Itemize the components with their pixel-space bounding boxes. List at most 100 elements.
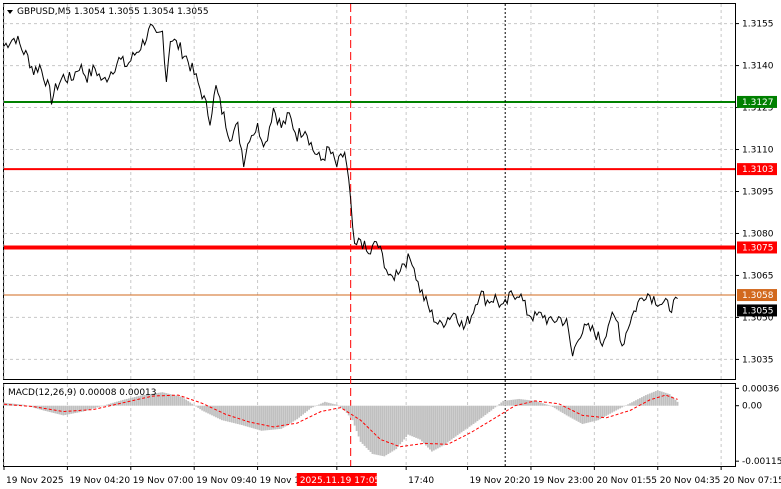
macd-bar bbox=[524, 399, 526, 406]
macd-bar bbox=[155, 393, 158, 406]
macd-bar bbox=[165, 393, 168, 406]
macd-bar bbox=[242, 405, 245, 426]
macd-bar bbox=[199, 405, 202, 410]
macd-bar bbox=[561, 405, 564, 413]
macd-bar bbox=[605, 405, 608, 416]
time-tick-label: 19 Nov 07:00 bbox=[133, 476, 194, 486]
time-tick-label: 19 Nov 2025 bbox=[6, 476, 64, 486]
macd-bar bbox=[666, 393, 669, 406]
macd-bar bbox=[442, 405, 445, 446]
macd-bar bbox=[320, 403, 322, 406]
macd-bar bbox=[510, 399, 513, 406]
macd-bar bbox=[46, 405, 49, 412]
macd-bar bbox=[676, 401, 679, 406]
macd-bar bbox=[240, 405, 243, 425]
macd-bar bbox=[514, 399, 517, 406]
time-tick-label: 19 Nov 20:20 bbox=[470, 476, 531, 486]
macd-bar bbox=[100, 405, 102, 407]
macd-bar bbox=[224, 405, 227, 422]
macd-bar bbox=[246, 405, 249, 427]
macd-bar bbox=[385, 405, 388, 456]
macd-signal-line bbox=[3, 394, 678, 448]
macd-bar bbox=[248, 405, 251, 428]
macd-bar bbox=[173, 395, 176, 406]
macd-bar bbox=[304, 405, 307, 413]
macd-bar bbox=[60, 405, 63, 415]
macd-bar bbox=[401, 405, 404, 442]
level-tag: 1.3103 bbox=[742, 165, 774, 175]
macd-y-axis: 0.00036 0.00 -0.00115 bbox=[735, 384, 781, 467]
macd-bar bbox=[286, 405, 289, 426]
macd-bar bbox=[159, 392, 162, 406]
macd-bar bbox=[62, 405, 65, 416]
macd-bar bbox=[399, 405, 402, 445]
macd-bar bbox=[329, 403, 332, 406]
macd-bar bbox=[252, 405, 255, 429]
macd-bar bbox=[591, 405, 594, 422]
macd-bar bbox=[502, 400, 505, 406]
macd-bar bbox=[375, 405, 378, 455]
symbol-dropdown-icon[interactable] bbox=[7, 10, 13, 14]
macd-bar bbox=[387, 405, 390, 454]
macd-bar bbox=[569, 405, 572, 418]
macd-bar bbox=[482, 405, 485, 417]
macd-bar bbox=[563, 405, 566, 415]
macd-bar bbox=[522, 399, 524, 406]
macd-bar bbox=[660, 391, 663, 406]
macd-bar bbox=[106, 404, 108, 406]
macd-bar bbox=[555, 405, 558, 410]
macd-bar bbox=[419, 405, 421, 440]
macd-bar bbox=[141, 395, 144, 406]
macd-bar bbox=[232, 405, 235, 424]
macd-bar bbox=[415, 405, 417, 438]
macd-bar bbox=[462, 405, 465, 431]
macd-bar bbox=[276, 405, 279, 430]
macd-bar bbox=[211, 405, 213, 416]
selected-time-tag: 2025.11.19 17:05 bbox=[300, 476, 380, 486]
macd-bar bbox=[197, 405, 200, 408]
time-tick-label: 17:40 bbox=[408, 476, 434, 486]
macd-bar bbox=[530, 400, 532, 406]
macd-bar bbox=[131, 397, 134, 406]
macd-bar bbox=[58, 405, 61, 415]
macd-bar bbox=[355, 405, 358, 432]
macd-bar bbox=[280, 405, 283, 429]
macd-bar bbox=[116, 401, 118, 406]
macd-bar bbox=[429, 405, 431, 450]
macd-bar bbox=[143, 394, 146, 406]
macd-bar bbox=[177, 396, 180, 406]
macd-bar bbox=[545, 404, 548, 406]
macd-bar bbox=[191, 403, 194, 406]
macd-bar bbox=[452, 405, 455, 439]
macd-bar bbox=[468, 405, 471, 427]
macd-bar bbox=[250, 405, 253, 428]
macd-bar bbox=[474, 405, 477, 423]
macd-bar bbox=[670, 396, 673, 406]
macd-bar bbox=[551, 405, 554, 407]
macd-bar bbox=[108, 403, 110, 406]
macd-bar bbox=[238, 405, 241, 425]
macd-bar bbox=[68, 405, 71, 415]
macd-bar bbox=[573, 405, 576, 420]
macd-bar bbox=[508, 400, 511, 406]
price-levels bbox=[4, 100, 735, 296]
time-tick-label: 19 Nov 23:00 bbox=[533, 476, 594, 486]
macd-bar bbox=[183, 398, 186, 406]
level-tag-bg bbox=[737, 289, 777, 302]
macd-bar bbox=[609, 405, 612, 414]
macd-bar bbox=[302, 405, 305, 415]
macd-bar bbox=[189, 402, 192, 406]
macd-bar bbox=[431, 405, 433, 452]
macd-bar bbox=[230, 405, 233, 423]
macd-bar bbox=[129, 397, 132, 406]
macd-bar bbox=[72, 405, 75, 414]
macd-tick-label: -0.00115 bbox=[742, 457, 781, 467]
selected-time-tag-bg bbox=[296, 473, 377, 486]
macd-bar bbox=[381, 405, 384, 456]
macd-bar bbox=[308, 405, 310, 410]
macd-bar bbox=[294, 405, 297, 421]
macd-bar bbox=[494, 405, 497, 408]
macd-bar bbox=[316, 405, 318, 406]
macd-bar bbox=[423, 405, 425, 444]
